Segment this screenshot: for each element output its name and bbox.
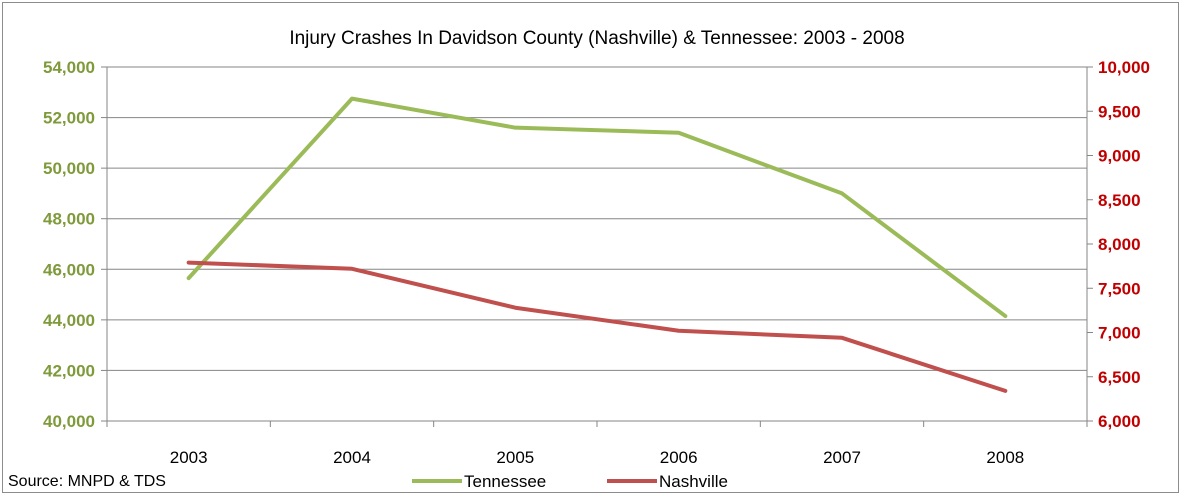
x-axis-tick-labels: 2003 2004 2005 2006 2007 2008 <box>170 448 1024 467</box>
right-tick-label: 8,500 <box>1098 191 1141 210</box>
x-tick-label: 2008 <box>986 448 1024 467</box>
series-lines <box>186 96 1008 393</box>
right-tick-label: 8,000 <box>1098 235 1141 254</box>
series-line-tennessee <box>186 96 1008 319</box>
right-tick-label: 9,000 <box>1098 147 1141 166</box>
left-tick-label: 54,000 <box>43 58 95 77</box>
left-tick-label: 46,000 <box>43 260 95 279</box>
left-tick-label: 48,000 <box>43 210 95 229</box>
right-tick-label: 7,500 <box>1098 279 1141 298</box>
x-tick-label: 2005 <box>496 448 534 467</box>
right-tick-label: 9,500 <box>1098 102 1141 121</box>
series-line-nashville <box>186 260 1008 393</box>
axes <box>101 66 1093 427</box>
left-axis-tick-labels: 40,000 42,000 44,000 46,000 48,000 50,000 52,0… <box>43 58 95 431</box>
left-tick-label: 44,000 <box>43 311 95 330</box>
chart-title: Injury Crashes In Davidson County (Nashv… <box>289 28 904 49</box>
legend: Tennessee Nashville <box>412 472 728 491</box>
left-tick-label: 52,000 <box>43 109 95 128</box>
left-tick-label: 50,000 <box>43 159 95 178</box>
right-tick-label: 6,000 <box>1098 412 1141 431</box>
left-tick-label: 40,000 <box>43 412 95 431</box>
x-tick-label: 2007 <box>823 448 861 467</box>
gridlines <box>107 66 1087 371</box>
left-tick-label: 42,000 <box>43 361 95 380</box>
legend-label-tennessee: Tennessee <box>464 472 546 491</box>
x-tick-label: 2004 <box>333 448 371 467</box>
right-tick-label: 10,000 <box>1098 58 1150 77</box>
legend-label-nashville: Nashville <box>659 472 728 491</box>
right-tick-label: 7,000 <box>1098 324 1141 343</box>
x-tick-label: 2006 <box>660 448 698 467</box>
right-tick-label: 6,500 <box>1098 368 1141 387</box>
x-tick-label: 2003 <box>170 448 208 467</box>
source-note: Source: MNPD & TDS <box>8 473 166 490</box>
right-axis-tick-labels: 6,000 6,500 7,000 7,500 8,000 8,500 9,000 9,500… <box>1098 58 1150 431</box>
